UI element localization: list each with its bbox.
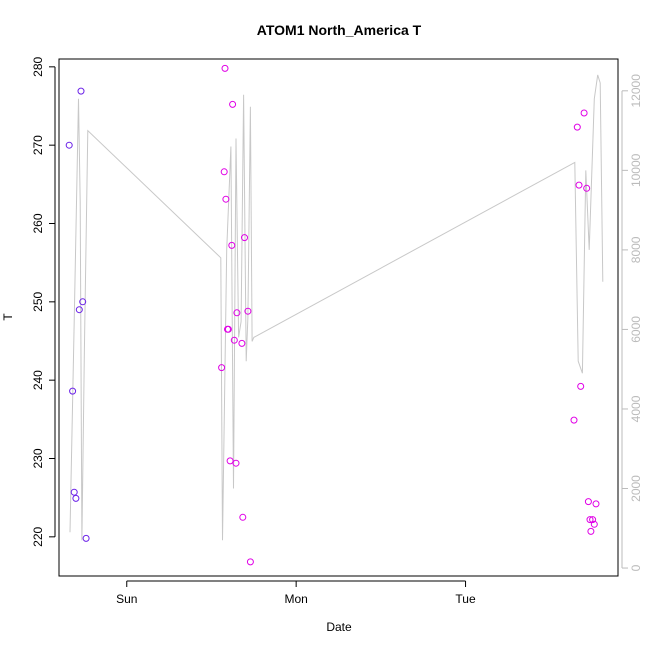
data-point [230, 336, 238, 344]
y2-tick-label: 4000 [629, 395, 643, 422]
y-tick-label: 280 [31, 57, 45, 77]
data-point [75, 306, 83, 314]
data-point [587, 527, 595, 535]
data-point [233, 309, 241, 317]
plot-area: 220 230 240 250 260 270 280 0 2000 4000 6000 8000 10… [31, 57, 643, 606]
x-axis-label: Date [326, 620, 352, 634]
data-point [77, 87, 85, 95]
data-point [229, 100, 237, 108]
data-point [228, 241, 236, 249]
data-point [246, 558, 254, 566]
data-point [570, 416, 578, 424]
data-point [79, 298, 87, 306]
y-axis-label: T [1, 313, 15, 321]
y2-tick-label: 2000 [629, 475, 643, 502]
data-point [583, 184, 591, 192]
data-point [573, 123, 581, 131]
y-tick-label: 220 [31, 527, 45, 547]
data-point [221, 64, 229, 72]
data-point [226, 457, 234, 465]
data-point [244, 307, 252, 315]
data-point [220, 168, 228, 176]
data-point [69, 387, 77, 395]
x-tick-label: Sun [116, 592, 137, 606]
y2-tick-label: 8000 [629, 236, 643, 263]
data-point [232, 459, 240, 467]
data-point [584, 498, 592, 506]
data-point [577, 382, 585, 390]
data-point [586, 516, 594, 524]
data-point [222, 195, 230, 203]
y-tick-label: 270 [31, 135, 45, 155]
data-point [70, 488, 78, 496]
data-point [590, 520, 598, 528]
y-tick-label: 250 [31, 292, 45, 312]
data-point [580, 109, 588, 117]
y2-tick-label: 10000 [629, 153, 643, 187]
data-point [589, 516, 597, 524]
series-line [69, 74, 604, 541]
data-point [65, 141, 73, 149]
data-point [82, 534, 90, 542]
data-point [239, 513, 247, 521]
data-point [241, 234, 248, 242]
data-point [575, 181, 583, 189]
y-tick-label: 230 [31, 448, 45, 468]
x-tick-label: Tue [455, 592, 476, 606]
data-point [224, 325, 232, 333]
y2-tick-label: 0 [629, 564, 643, 571]
y-tick-label: 260 [31, 213, 45, 233]
data-point [218, 364, 226, 372]
y2-tick-label: 6000 [629, 316, 643, 343]
data-point [72, 494, 80, 502]
y-tick-label: 240 [31, 370, 45, 390]
data-point [238, 339, 246, 347]
chart-title: ATOM1 North_America T [257, 22, 422, 38]
data-point [592, 500, 600, 508]
y2-tick-label: 12000 [629, 74, 643, 108]
x-tick-label: Mon [284, 592, 307, 606]
plot-frame [58, 58, 619, 577]
